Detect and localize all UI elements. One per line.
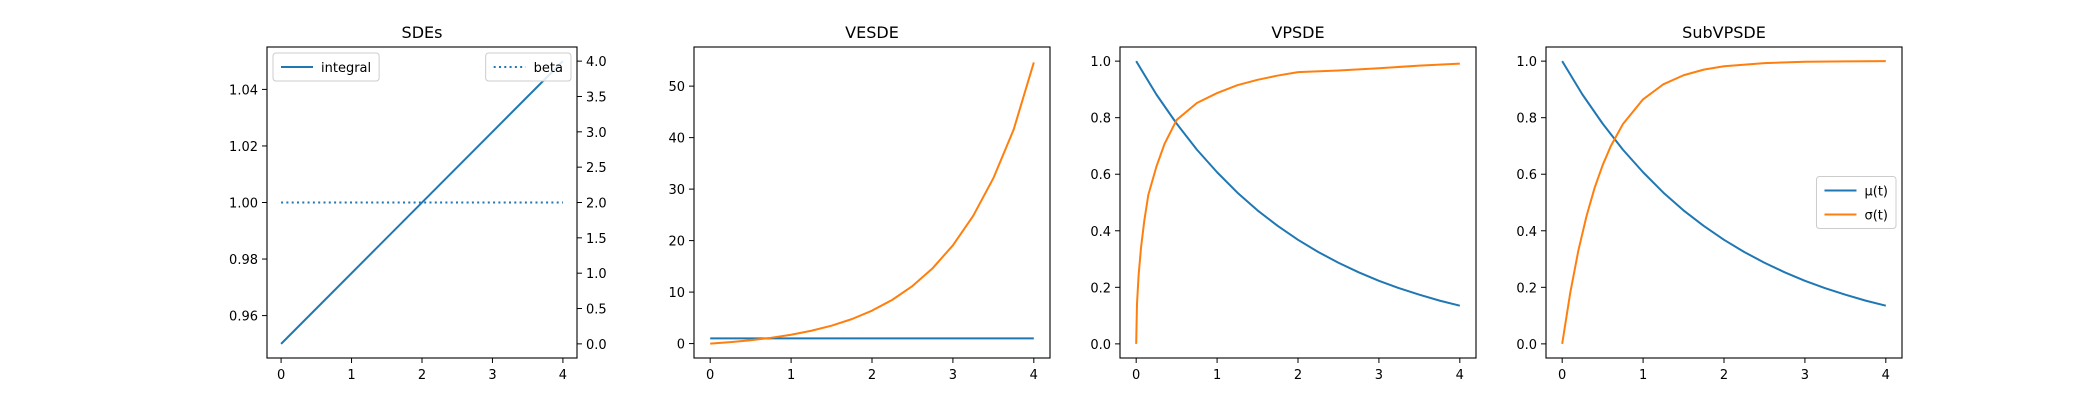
legend-frame bbox=[272, 52, 380, 82]
y-tick-label: 0.6 bbox=[1090, 168, 1111, 183]
y-tick-label: 0 bbox=[677, 338, 685, 353]
x-tick-label: 2 bbox=[1720, 368, 1728, 383]
y-tick-label: 0.96 bbox=[229, 310, 258, 325]
x-tick-label: 4 bbox=[1456, 368, 1464, 383]
twin-y-tick-label: 1.0 bbox=[586, 267, 607, 282]
chart-panel-2: 0 1 2 3 4 0.0 0.2 0.4 0.6 0.8 1.0 VPSDE bbox=[1090, 23, 1477, 383]
y-tick-label: 0.0 bbox=[1516, 338, 1537, 353]
y-tick-label: 40 bbox=[668, 132, 685, 147]
legend-label: beta bbox=[534, 61, 563, 76]
legend-label: integral bbox=[321, 61, 371, 76]
y-tick-label: 20 bbox=[668, 235, 685, 250]
series-line-0 bbox=[280, 60, 564, 345]
twin-y-tick-label: 3.0 bbox=[586, 126, 607, 141]
y-tick-label: 1.0 bbox=[1516, 55, 1537, 70]
x-tick-label: 3 bbox=[949, 368, 957, 383]
y-tick-label: 0.98 bbox=[229, 253, 258, 268]
twin-y-tick-label: 2.5 bbox=[586, 161, 607, 176]
x-tick-label: 4 bbox=[559, 368, 567, 383]
chart-panel-0: 0 1 2 3 4 0.96 0.98 1.00 1.02 1.04 0.0 0.5 1.0 1.5 2.0… bbox=[229, 23, 607, 383]
axes-frame bbox=[1119, 46, 1477, 359]
twin-y-tick-label: 0.5 bbox=[586, 303, 607, 318]
x-tick-label: 1 bbox=[347, 368, 355, 383]
twin-y-tick-label: 0.0 bbox=[586, 338, 607, 353]
x-tick-label: 4 bbox=[1882, 368, 1890, 383]
y-tick-label: 1.02 bbox=[229, 140, 258, 155]
x-tick-label: 0 bbox=[1558, 368, 1566, 383]
x-tick-label: 1 bbox=[787, 368, 795, 383]
y-tick-label: 0.2 bbox=[1090, 281, 1111, 296]
y-tick-label: 1.04 bbox=[229, 83, 258, 98]
chart-title: SubVPSDE bbox=[1682, 23, 1766, 42]
y-tick-label: 0.2 bbox=[1516, 281, 1537, 296]
series-line-0 bbox=[1135, 60, 1461, 307]
y-tick-label: 30 bbox=[668, 183, 685, 198]
legend: integral bbox=[272, 52, 380, 82]
y-tick-label: 0.0 bbox=[1090, 338, 1111, 353]
twin-y-tick-label: 2.0 bbox=[586, 197, 607, 212]
y-tick-label: 1.00 bbox=[229, 197, 258, 212]
series-line-1 bbox=[1561, 60, 1886, 345]
x-tick-label: 0 bbox=[1132, 368, 1140, 383]
y-tick-label: 0.8 bbox=[1090, 112, 1111, 127]
y-tick-label: 0.8 bbox=[1516, 112, 1537, 127]
legend: beta bbox=[485, 52, 572, 82]
chart-title: SDEs bbox=[402, 23, 443, 42]
x-tick-label: 4 bbox=[1030, 368, 1038, 383]
legend-label: σ(t) bbox=[1864, 209, 1887, 224]
x-tick-label: 3 bbox=[488, 368, 496, 383]
series-line-0 bbox=[1561, 60, 1887, 307]
x-tick-label: 0 bbox=[277, 368, 285, 383]
chart-title: VPSDE bbox=[1271, 23, 1324, 42]
x-tick-label: 0 bbox=[706, 368, 714, 383]
legend: μ(t) σ(t) bbox=[1815, 176, 1897, 229]
y-tick-label: 0.4 bbox=[1516, 225, 1537, 240]
y-tick-label: 1.0 bbox=[1090, 55, 1111, 70]
y-tick-label: 0.6 bbox=[1516, 168, 1537, 183]
twin-y-tick-label: 1.5 bbox=[586, 232, 607, 247]
twin-y-tick-label: 3.5 bbox=[586, 90, 607, 105]
x-tick-label: 2 bbox=[868, 368, 876, 383]
series-line-1 bbox=[1135, 62, 1460, 344]
x-tick-label: 1 bbox=[1639, 368, 1647, 383]
series-line-1 bbox=[710, 62, 1035, 345]
twin-y-tick-label: 4.0 bbox=[586, 55, 607, 70]
x-tick-label: 3 bbox=[1801, 368, 1809, 383]
x-tick-label: 1 bbox=[1213, 368, 1221, 383]
y-tick-label: 50 bbox=[668, 80, 685, 95]
y-tick-label: 0.4 bbox=[1090, 225, 1111, 240]
y-tick-label: 10 bbox=[668, 286, 685, 301]
x-tick-label: 2 bbox=[1294, 368, 1302, 383]
chart-panel-3: 0 1 2 3 4 0.0 0.2 0.4 0.6 0.8 1.0 SubVPSDE μ(t) σ(t) bbox=[1516, 23, 1903, 383]
x-tick-label: 2 bbox=[418, 368, 426, 383]
chart-title: VESDE bbox=[845, 23, 899, 42]
legend-label: μ(t) bbox=[1864, 185, 1888, 200]
legend-frame bbox=[485, 52, 572, 82]
x-tick-label: 3 bbox=[1375, 368, 1383, 383]
